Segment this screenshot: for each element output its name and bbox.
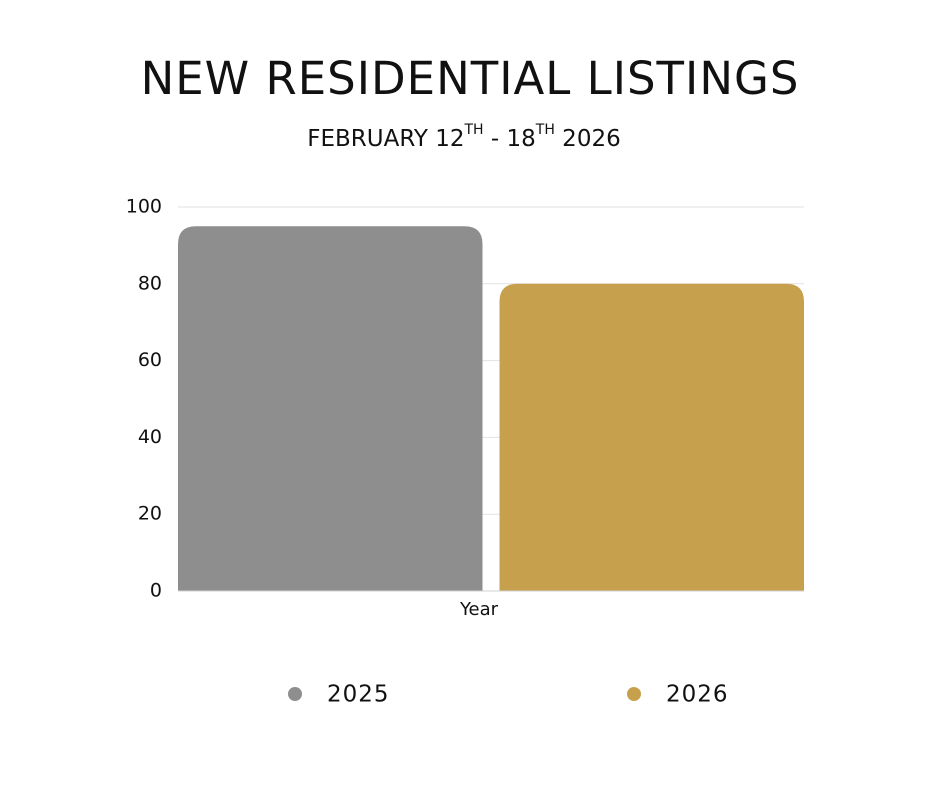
y-tick-label: 80 <box>138 272 162 294</box>
y-tick-label: 60 <box>138 349 162 371</box>
y-tick-label: 0 <box>150 580 162 602</box>
bar <box>499 283 804 591</box>
legend-marker <box>627 687 641 701</box>
chart-title: NEW RESIDENTIAL LISTINGS <box>141 52 800 105</box>
y-tick-label: 40 <box>138 426 162 448</box>
legend-marker <box>288 687 302 701</box>
bar <box>178 226 483 591</box>
legend-label: 2025 <box>327 682 390 708</box>
x-tick-label: Year <box>459 599 499 620</box>
y-tick-label: 20 <box>138 503 162 525</box>
chart-subtitle: FEBRUARY 12TH - 18TH 2026 <box>307 122 620 152</box>
legend-label: 2026 <box>666 682 729 708</box>
y-tick-label: 100 <box>126 196 162 218</box>
